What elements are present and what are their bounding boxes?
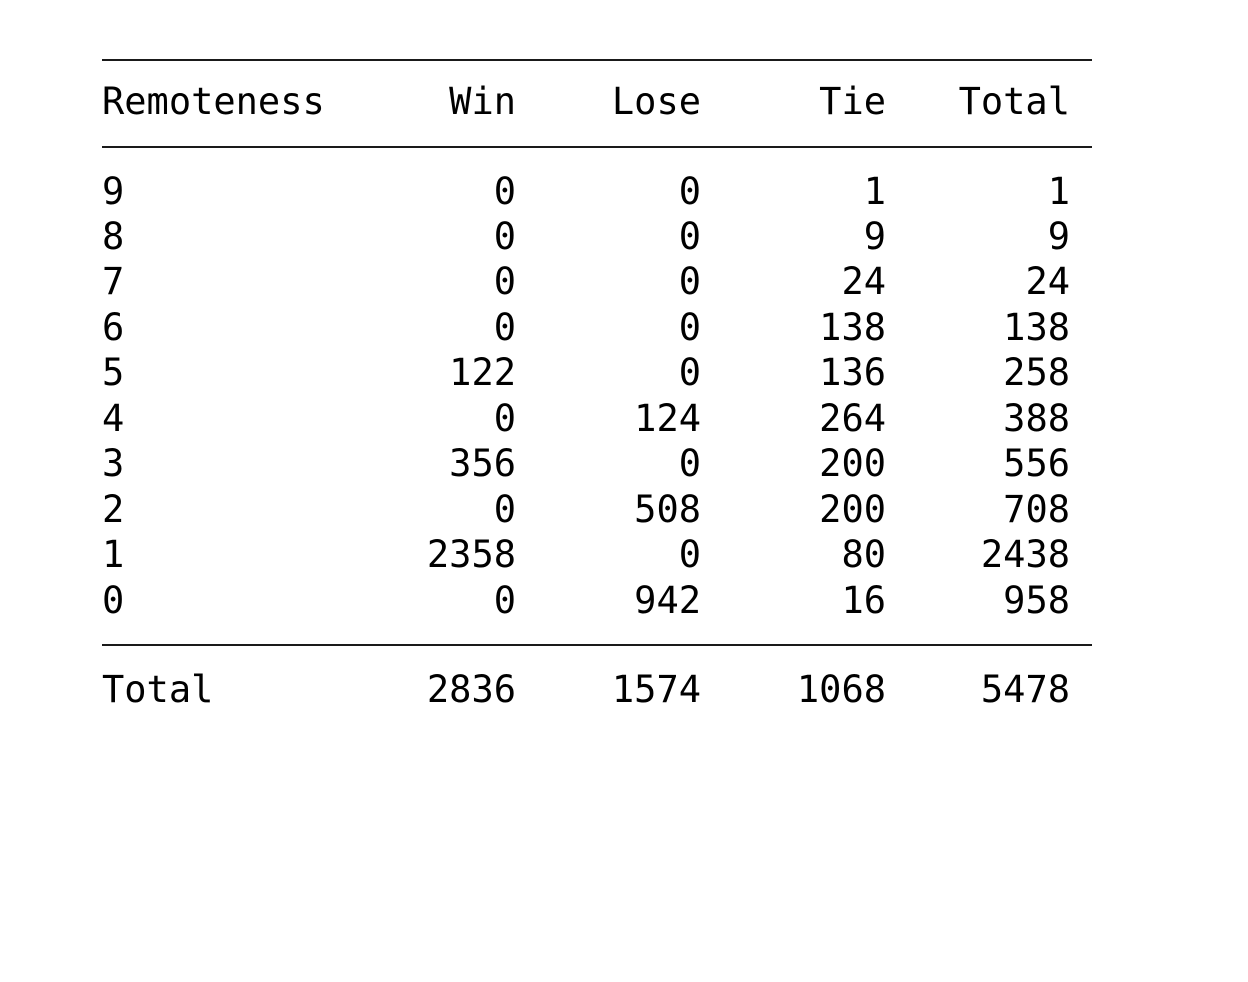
cell-tie: 16 [841, 579, 886, 622]
cell-lose: 0 [678, 351, 701, 394]
totals-rule [102, 644, 1092, 646]
cell-remoteness: 3 [102, 442, 125, 485]
cell-lose: 0 [678, 260, 701, 303]
cell-win: 122 [449, 351, 516, 394]
cell-lose: 0 [678, 215, 701, 258]
cell-tie: 1 [863, 170, 886, 213]
table-row: 1 2358 0 80 2438 [102, 532, 1092, 577]
header-remoteness: Remoteness [102, 80, 325, 123]
header-lose: Lose [611, 80, 701, 123]
remoteness-table: Remoteness Win Lose Tie Total 9 0 0 1 1 … [102, 0, 1092, 740]
cell-remoteness: 4 [102, 397, 125, 440]
totals-total: 5478 [980, 668, 1070, 711]
cell-total: 138 [1003, 306, 1070, 349]
table-row: 0 0 942 16 958 [102, 578, 1092, 623]
totals-row: Total 2836 1574 1068 5478 [102, 667, 1092, 712]
cell-total: 258 [1003, 351, 1070, 394]
totals-lose: 1574 [611, 668, 701, 711]
cell-win: 0 [493, 579, 516, 622]
cell-tie: 200 [819, 488, 886, 531]
cell-total: 708 [1003, 488, 1070, 531]
cell-win: 0 [493, 215, 516, 258]
table-row: 6 0 0 138 138 [102, 305, 1092, 350]
table-row: 7 0 0 24 24 [102, 259, 1092, 304]
cell-win: 0 [493, 260, 516, 303]
cell-remoteness: 0 [102, 579, 125, 622]
cell-remoteness: 5 [102, 351, 125, 394]
header-rule [102, 146, 1092, 148]
header-tie: Tie [819, 80, 886, 123]
table-row: 8 0 0 9 9 [102, 214, 1092, 259]
cell-remoteness: 1 [102, 533, 125, 576]
cell-remoteness: 2 [102, 488, 125, 531]
cell-win: 0 [493, 488, 516, 531]
cell-tie: 136 [819, 351, 886, 394]
cell-lose: 0 [678, 170, 701, 213]
cell-remoteness: 6 [102, 306, 125, 349]
cell-tie: 264 [819, 397, 886, 440]
cell-tie: 24 [841, 260, 886, 303]
header-win: Win [449, 80, 516, 123]
cell-remoteness: 7 [102, 260, 125, 303]
table-row: 9 0 0 1 1 [102, 169, 1092, 214]
header-total: Total [958, 80, 1070, 123]
table-row: 2 0 508 200 708 [102, 487, 1092, 532]
cell-total: 958 [1003, 579, 1070, 622]
cell-total: 1 [1047, 170, 1070, 213]
cell-remoteness: 9 [102, 170, 125, 213]
cell-total: 9 [1047, 215, 1070, 258]
cell-win: 0 [493, 397, 516, 440]
cell-win: 0 [493, 170, 516, 213]
cell-lose: 0 [678, 442, 701, 485]
cell-total: 388 [1003, 397, 1070, 440]
cell-remoteness: 8 [102, 215, 125, 258]
table-row: 5 122 0 136 258 [102, 350, 1092, 395]
totals-tie: 1068 [796, 668, 886, 711]
totals-win: 2836 [426, 668, 516, 711]
cell-lose: 508 [634, 488, 701, 531]
table-row: 4 0 124 264 388 [102, 396, 1092, 441]
header-row: Remoteness Win Lose Tie Total [102, 79, 1092, 124]
cell-tie: 138 [819, 306, 886, 349]
cell-win: 0 [493, 306, 516, 349]
cell-lose: 124 [634, 397, 701, 440]
top-rule [102, 59, 1092, 61]
cell-total: 2438 [980, 533, 1070, 576]
cell-tie: 80 [841, 533, 886, 576]
cell-lose: 942 [634, 579, 701, 622]
cell-tie: 200 [819, 442, 886, 485]
cell-lose: 0 [678, 533, 701, 576]
table-row: 3 356 0 200 556 [102, 441, 1092, 486]
cell-total: 24 [1025, 260, 1070, 303]
cell-total: 556 [1003, 442, 1070, 485]
cell-lose: 0 [678, 306, 701, 349]
cell-win: 356 [449, 442, 516, 485]
totals-label: Total [102, 668, 214, 711]
cell-win: 2358 [426, 533, 516, 576]
cell-tie: 9 [863, 215, 886, 258]
